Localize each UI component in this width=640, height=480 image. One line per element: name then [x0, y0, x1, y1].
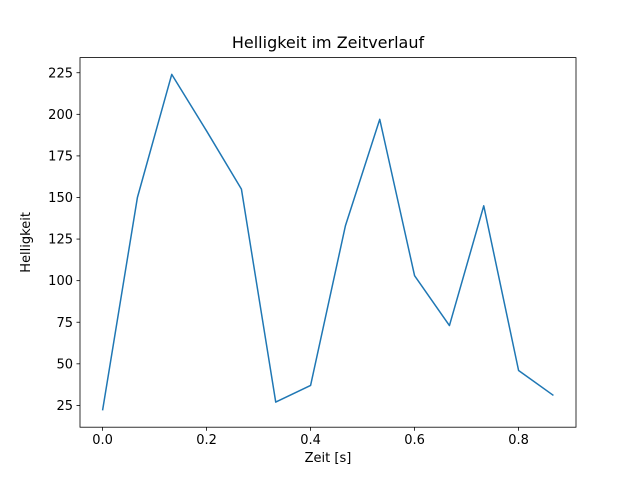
y-tick-label: 175 [48, 149, 73, 164]
y-tick-label: 50 [56, 357, 73, 372]
x-tick-label: 0.8 [508, 433, 529, 448]
x-tick-label: 0.0 [92, 433, 113, 448]
y-tick-label: 200 [48, 108, 73, 123]
y-tick-label: 100 [48, 274, 73, 289]
x-axis-label: Zeit [s] [305, 451, 352, 466]
x-tick-label: 0.2 [196, 433, 217, 448]
y-tick-label: 25 [56, 399, 73, 414]
y-tick-label: 125 [48, 233, 73, 248]
y-axis-label: Helligkeit [19, 212, 34, 273]
data-line-helligkeit [101, 73, 554, 411]
y-tick-label: 225 [48, 66, 73, 81]
x-tick-label: 0.4 [300, 433, 321, 448]
x-tick-label: 0.6 [404, 433, 425, 448]
chart-title: Helligkeit im Zeitverlauf [232, 33, 425, 52]
y-tick-label: 75 [56, 316, 73, 331]
axes-spines [79, 57, 577, 428]
y-tick-label: 150 [48, 191, 73, 206]
